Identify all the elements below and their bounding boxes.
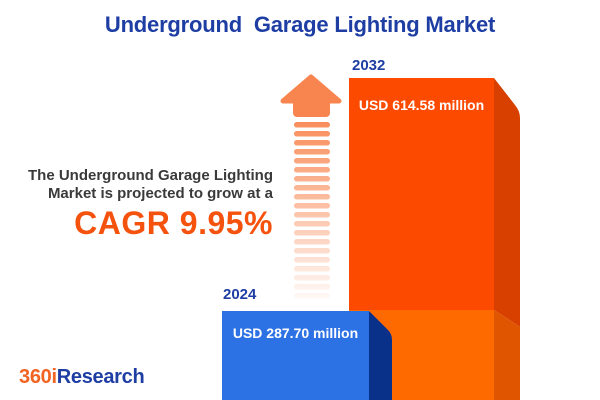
arrow-head	[280, 74, 342, 104]
bar-value-2024: USD 287.70 million	[232, 325, 359, 341]
projection-text-block: The Underground Garage Lighting Market i…	[0, 167, 273, 239]
company-logo: 360iResearch	[19, 366, 145, 389]
cagr-value: CAGR 9.95%	[74, 205, 273, 241]
logo-research: Research	[56, 366, 145, 388]
growth-up-arrow-icon	[280, 74, 342, 299]
bar-2024	[222, 311, 392, 400]
logo-360i: 360i	[19, 366, 57, 388]
bar-value-2032: USD 614.58 million	[358, 97, 485, 113]
projection-line2: Market is projected to grow at a	[47, 184, 273, 202]
bar-2032-side-upper	[494, 78, 520, 327]
bar-2032-front-upper	[349, 78, 494, 310]
projection-line1: The Underground Garage Lighting	[28, 167, 273, 184]
bar-2032-side-lower	[494, 310, 520, 400]
bar-label-2024: 2024	[223, 286, 257, 303]
arrow-dashes	[294, 122, 330, 299]
bar-2024-front	[222, 311, 369, 400]
page-title: Underground Garage Lighting Market	[104, 12, 496, 37]
bar-2024-side	[369, 311, 392, 400]
bar-label-2032: 2032	[352, 57, 386, 74]
arrow-neck	[293, 98, 330, 117]
